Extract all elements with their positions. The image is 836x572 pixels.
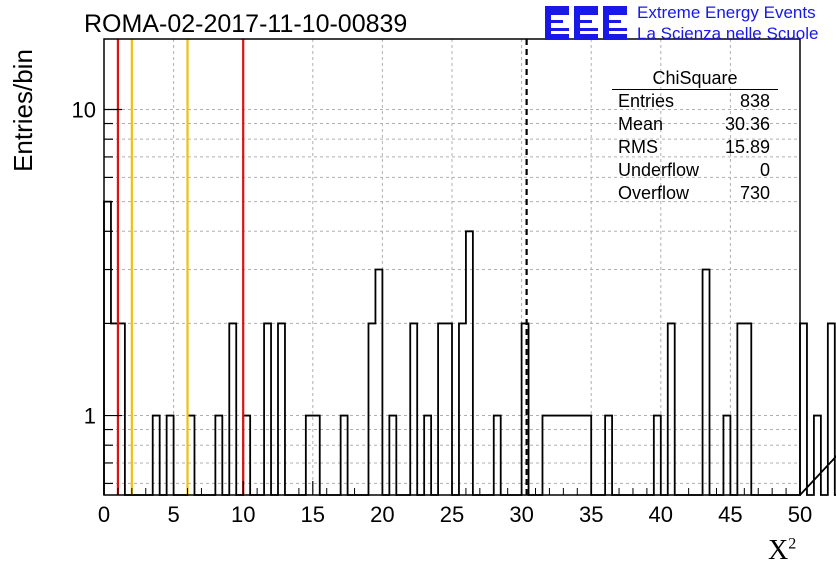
histogram-bin [389,416,396,495]
marker-lines [116,39,528,495]
histogram-bin [744,323,751,495]
stats-key: Mean [618,114,664,134]
histogram-bin [229,323,236,495]
histogram-bin [313,416,320,495]
histogram-bin [556,416,563,495]
x-tick-label: 50 [788,502,812,527]
histogram-bin [605,416,612,495]
logo-letter-bar [574,20,592,23]
logo-letter-bar [603,28,627,31]
stats-value: 30.36 [724,114,770,134]
histogram-bin [264,323,271,495]
histogram-bin [215,416,222,495]
stats-value: 730 [739,183,770,203]
histogram-bin [577,416,584,495]
logo-letter-bar [545,20,563,23]
y-tick-label: 1 [84,404,96,429]
histogram-bin [368,323,375,495]
x-tick-label: 5 [167,502,179,527]
logo-letter-bar [603,34,627,40]
histogram-bin [584,416,591,495]
stats-box: ChiSquare Entries 838 Mean 30.36 RMS 15.… [612,67,778,205]
stats-row-entries: Entries 838 [612,90,778,113]
logo-letter-bar [603,20,621,23]
stats-key: Underflow [618,160,700,180]
y-axis-label-wrap: Entries/bin [5,30,41,190]
histogram-bin [814,416,821,495]
x-tick-label: 35 [579,502,603,527]
stats-key: RMS [618,137,658,157]
stats-row-underflow: Underflow 0 [612,159,778,182]
logo-letter-bar [603,12,627,15]
histogram-bin [104,202,111,495]
logo-letter-bar [603,6,627,12]
stats-key: Overflow [618,183,690,203]
x-tick-label: 40 [649,502,673,527]
plot-title: ROMA-02-2017-11-10-00839 [84,10,408,38]
logo-letter-bar [545,28,569,31]
eee-logo [545,6,627,40]
logo-line-1: Extreme Energy Events [637,3,816,22]
x-tick-label: 20 [370,502,394,527]
stats-value: 0 [759,160,770,180]
histogram-bin [737,323,744,495]
stats-row-overflow: Overflow 730 [612,182,778,205]
x-axis-label: X2 [768,535,797,566]
histogram-bin [459,323,466,495]
x-tick-label: 30 [509,502,533,527]
logo-letter-bar [545,12,569,15]
axis-ticks: 0 5 10 15 20 25 30 35 40 45 50 1 10 [72,98,813,527]
logo-letter-bar [545,34,569,40]
histogram-bin [563,416,570,495]
histogram-bin [410,323,417,495]
histogram-bin [703,270,710,495]
histogram-bin [828,323,835,495]
histogram-bin [549,416,556,495]
histogram-bin [800,323,807,495]
histogram-bin [306,416,313,495]
histogram-bin [542,416,549,495]
histogram-bin [375,270,382,495]
y-tick-label: 10 [72,98,96,123]
histogram-bin [466,231,473,495]
histogram-bin [278,323,285,495]
histogram-bin [341,416,348,495]
histogram-bin [570,416,577,495]
logo-letter-bar [574,34,598,40]
stats-row-rms: RMS 15.89 [612,136,778,159]
x-tick-label: 15 [301,502,325,527]
x-tick-label: 0 [98,502,110,527]
logo-letter-bar [545,6,569,12]
histogram-bin [723,416,730,495]
histogram-bin [438,323,445,495]
histogram-bin [494,416,501,495]
histogram-bin [153,416,160,495]
y-axis-label: Entries/bin [7,48,38,172]
stats-key: Entries [618,91,675,111]
histogram-bin [167,416,174,495]
stats-row-mean: Mean 30.36 [612,113,778,136]
histogram-bin [445,323,452,495]
x-tick-label: 10 [231,502,255,527]
stats-value: 15.89 [724,137,770,157]
histogram-bin [424,416,431,495]
stats-title: ChiSquare [612,67,778,90]
histogram-bin [668,323,675,495]
x-tick-label: 45 [718,502,742,527]
logo-letter-bar [574,28,598,31]
logo-letter-bar [574,6,598,12]
histogram-bin [654,416,661,495]
x-tick-label: 25 [440,502,464,527]
logo-letter-bar [574,12,598,15]
logo-line-2: La Scienza nelle Scuole [637,24,819,43]
stats-value: 838 [739,91,770,111]
